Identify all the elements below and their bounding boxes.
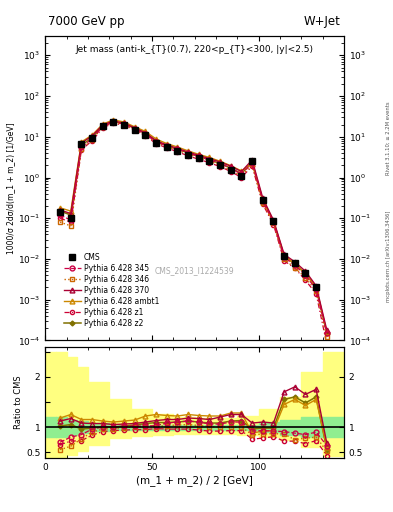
Text: CMS_2013_I1224539: CMS_2013_I1224539: [155, 266, 234, 275]
Text: W+Jet: W+Jet: [304, 15, 341, 28]
Text: Jet mass (anti-k_{T}(0.7), 220<p_{T}<300, |y|<2.5): Jet mass (anti-k_{T}(0.7), 220<p_{T}<300…: [75, 45, 314, 54]
Text: Rivet 3.1.10; ≥ 2.2M events: Rivet 3.1.10; ≥ 2.2M events: [386, 101, 391, 175]
Text: 7000 GeV pp: 7000 GeV pp: [48, 15, 125, 28]
X-axis label: (m_1 + m_2) / 2 [GeV]: (m_1 + m_2) / 2 [GeV]: [136, 475, 253, 486]
Legend: CMS, Pythia 6.428 345, Pythia 6.428 346, Pythia 6.428 370, Pythia 6.428 ambt1, P: CMS, Pythia 6.428 345, Pythia 6.428 346,…: [61, 250, 162, 331]
Y-axis label: Ratio to CMS: Ratio to CMS: [14, 376, 23, 429]
Text: mcplots.cern.ch [arXiv:1306.3436]: mcplots.cern.ch [arXiv:1306.3436]: [386, 210, 391, 302]
Y-axis label: 1000/σ 2dσ/d(m_1 + m_2) [1/GeV]: 1000/σ 2dσ/d(m_1 + m_2) [1/GeV]: [6, 122, 15, 254]
